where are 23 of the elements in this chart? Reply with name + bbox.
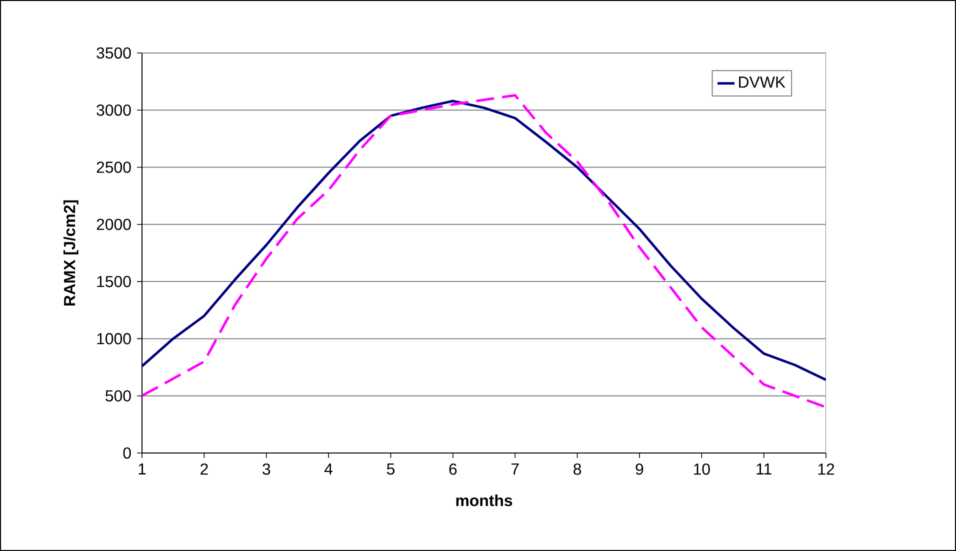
x-tick-label: 4: [324, 463, 333, 474]
y-tick-label: 500: [106, 390, 131, 402]
x-tick-label: 1: [138, 463, 146, 474]
y-tick-label: 3500: [96, 47, 131, 59]
x-tick-label: 10: [694, 464, 710, 475]
y-tick-label: 1000: [97, 333, 131, 344]
y-tick-label: 1500: [97, 276, 131, 288]
x-tick-label: 9: [636, 464, 644, 475]
x-tick-label: 11: [756, 463, 772, 474]
x-tick-label: 6: [449, 464, 457, 475]
x-tick-label: 8: [574, 464, 582, 475]
y-tick-label: 0: [123, 447, 131, 459]
x-tick-label: 3: [262, 464, 270, 475]
x-tick-label: 5: [386, 463, 394, 475]
x-tick-label: 2: [200, 464, 208, 475]
x-tick-label: 12: [818, 464, 834, 475]
y-tick-label: 2500: [96, 162, 131, 173]
y-tick-label: 2000: [96, 218, 131, 230]
legend-label: DVWK: [739, 76, 786, 88]
y-tick-label: 3000: [96, 104, 131, 116]
x-tick-label: 7: [511, 463, 519, 474]
x-axis-title: months: [456, 494, 512, 506]
y-axis-title: RAMX [J/cm2]: [63, 200, 78, 306]
